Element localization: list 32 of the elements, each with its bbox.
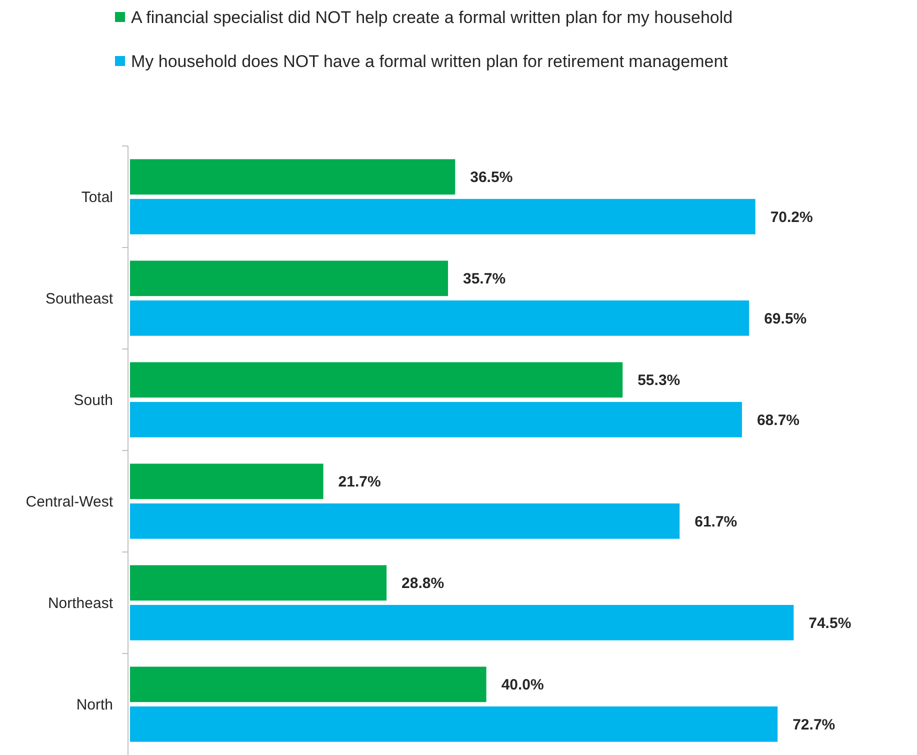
data-label: 35.7% <box>463 270 506 288</box>
data-label: 55.3% <box>638 372 680 390</box>
data-label: 61.7% <box>694 513 738 530</box>
y-tick-label: Southeast <box>45 290 114 308</box>
data-label: 70.2% <box>770 208 813 226</box>
bar <box>130 565 387 601</box>
y-tick-label: Central-West <box>26 494 114 510</box>
data-label: 72.7% <box>792 716 836 734</box>
bar <box>130 260 448 296</box>
data-label: 68.7% <box>756 412 800 429</box>
y-tick-label: North <box>76 696 113 714</box>
y-tick-label: Northeast <box>48 595 114 612</box>
bar <box>130 300 750 336</box>
bar <box>130 159 456 195</box>
data-label: 36.5% <box>470 169 513 186</box>
bar <box>130 464 324 500</box>
legend-label: A financial specialist did NOT help create a formal written plan for my household <box>131 8 733 27</box>
data-label: 40.0% <box>501 676 544 694</box>
bar <box>130 604 794 640</box>
data-label: 21.7% <box>338 474 381 491</box>
legend-label: My household does NOT have a formal written plan for retirement management <box>131 52 728 71</box>
data-label: 28.8% <box>402 575 444 592</box>
data-label: 74.5% <box>808 614 852 632</box>
bar <box>130 198 756 234</box>
bar <box>130 666 486 702</box>
data-label: 69.5% <box>764 310 807 328</box>
bar <box>130 706 778 742</box>
y-tick-label: Total <box>81 189 113 206</box>
bar <box>130 503 680 539</box>
bar <box>130 362 623 398</box>
y-tick-label: South <box>74 392 113 409</box>
bar <box>130 402 742 438</box>
